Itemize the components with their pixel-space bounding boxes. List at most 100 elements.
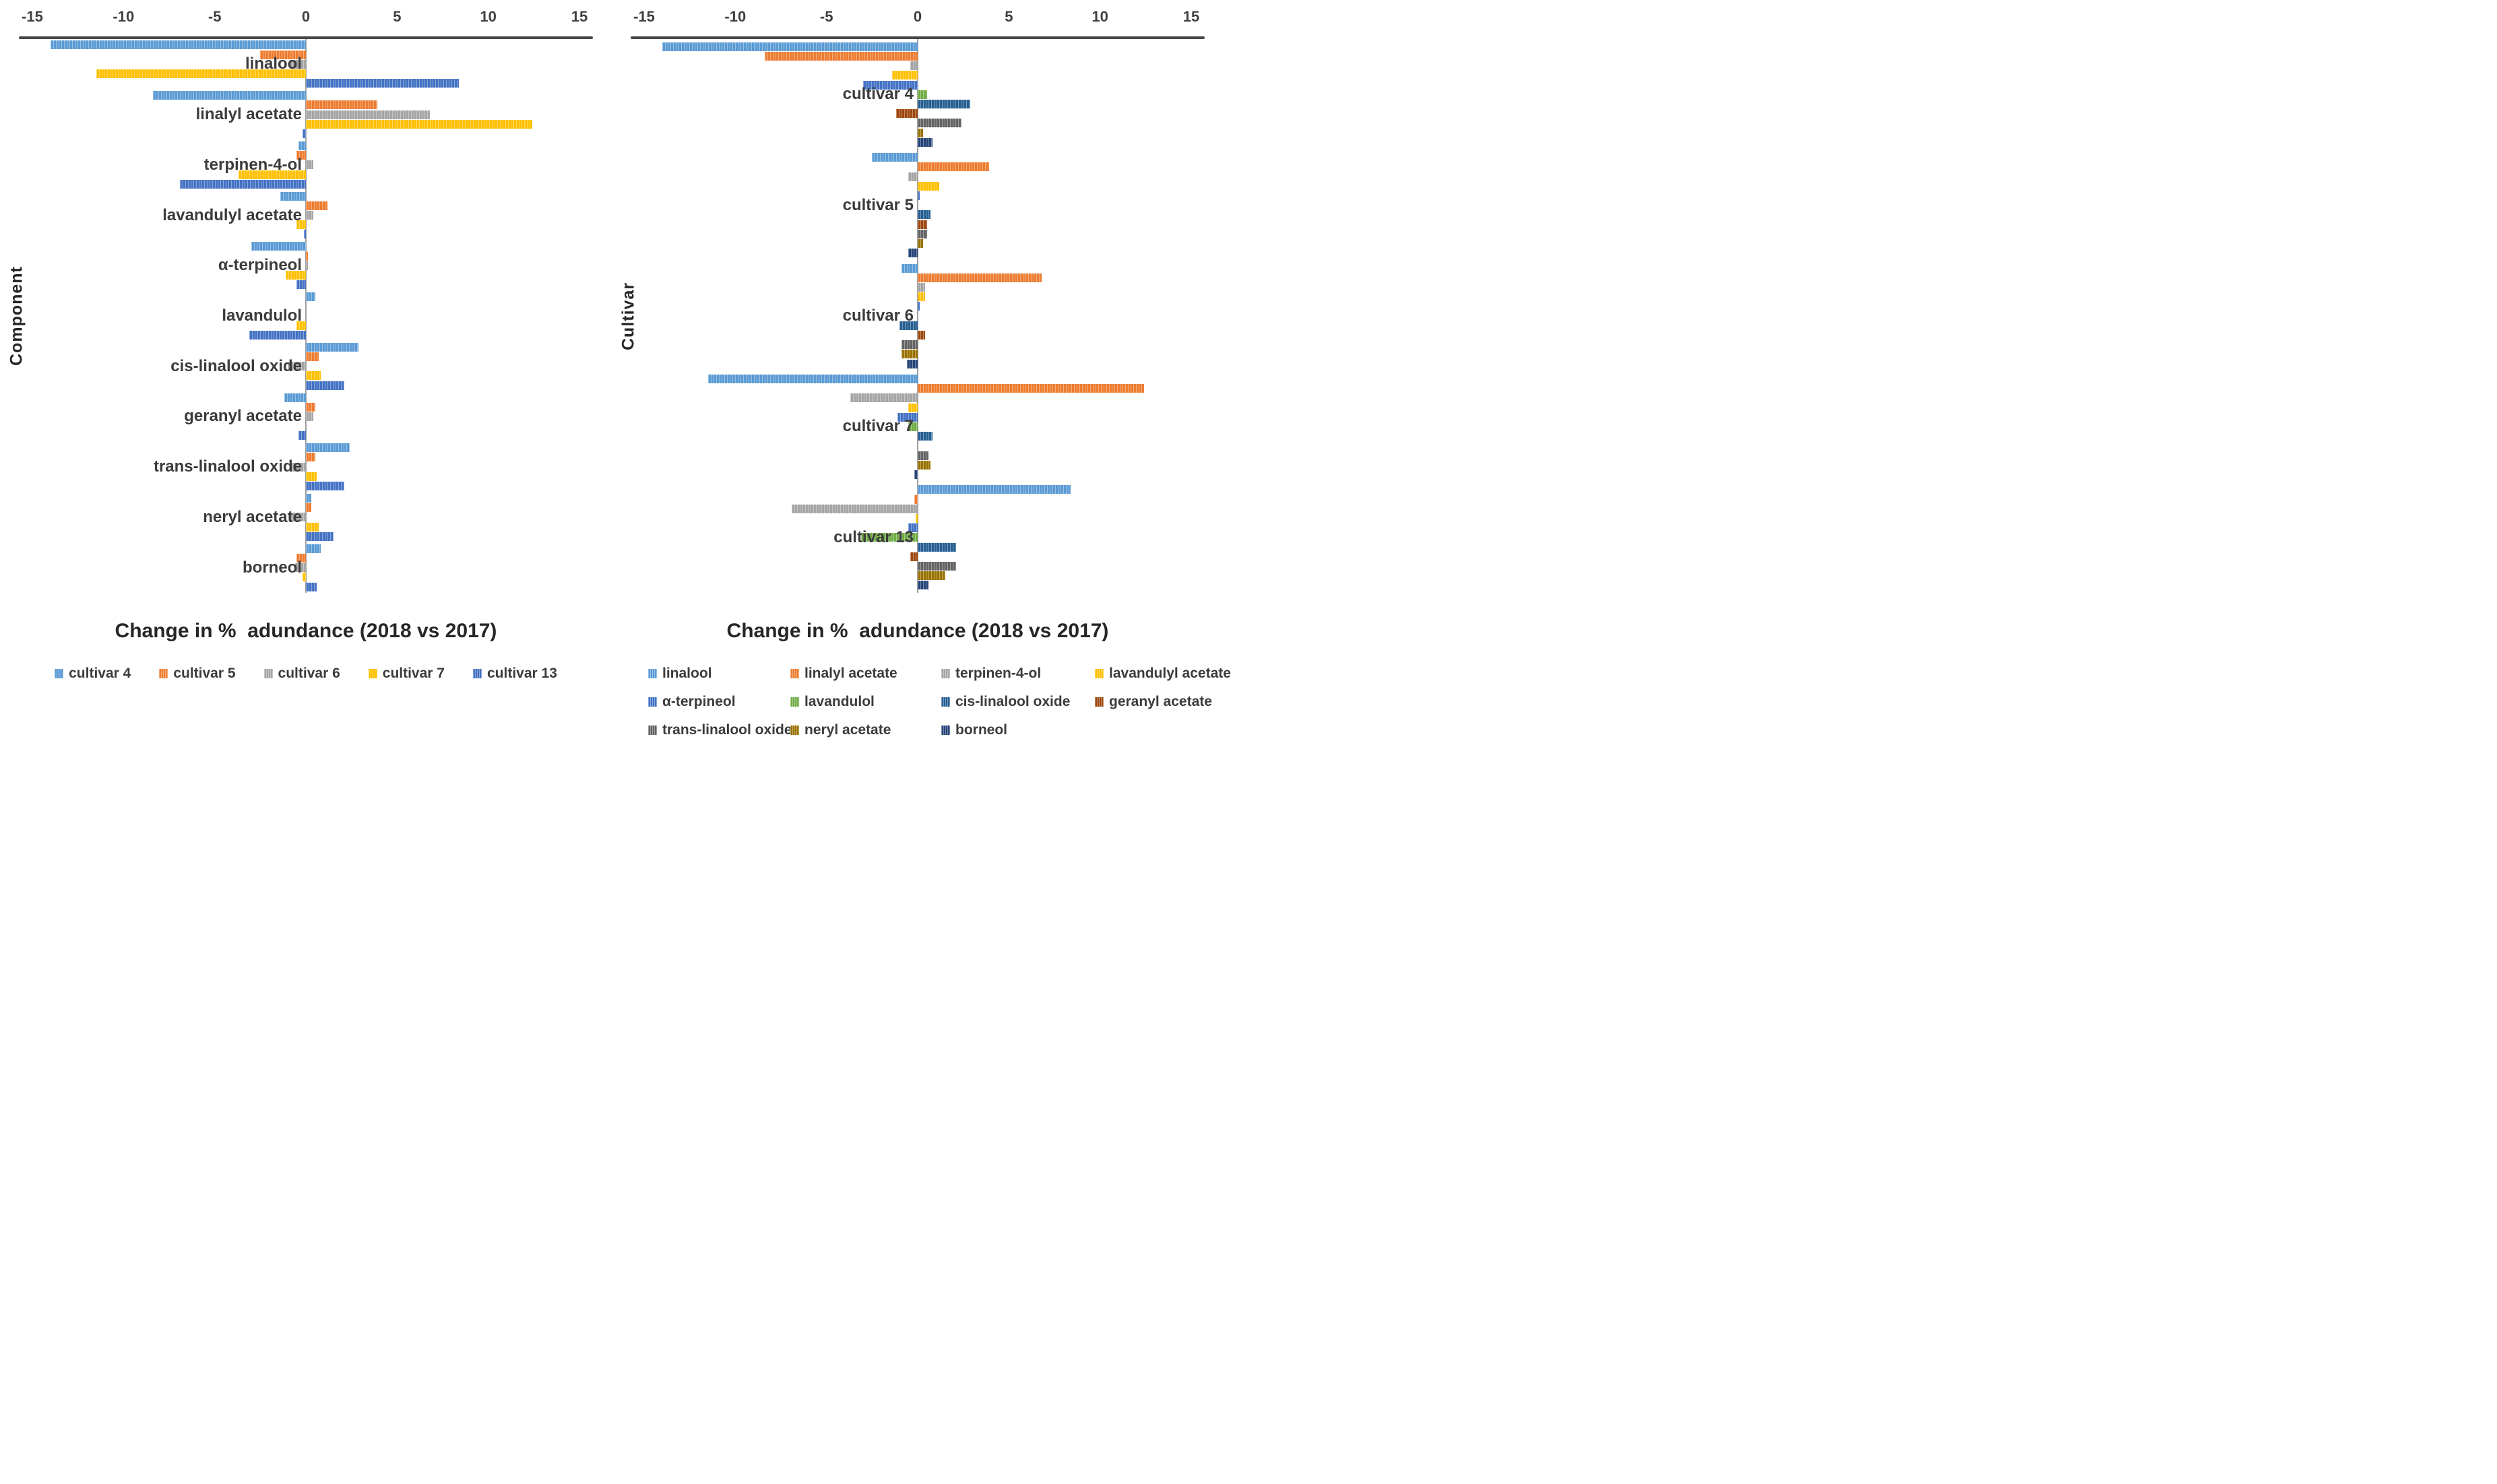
- figure: Component -15 -10 -5 0 5 10 15 linalool linalyl…: [0, 0, 1248, 746]
- bar: [306, 402, 315, 412]
- legend-item: cultivar 6: [263, 666, 340, 682]
- legend-label: lavandulol: [804, 694, 875, 709]
- legend-item: trans-linalool oxide: [648, 722, 792, 738]
- x-axis-ticks: -15 -10 -5 0 5 10 15: [633, 8, 1199, 28]
- x-tick-label: 10: [1092, 8, 1108, 25]
- bar: [914, 494, 918, 504]
- category-label: cultivar 7: [842, 417, 914, 436]
- bar: [296, 321, 306, 330]
- bar: [918, 137, 933, 147]
- legend: linalool linalyl acetate terpinen-4-ol lava…: [648, 666, 1231, 738]
- bar: [306, 582, 317, 591]
- bar: [280, 191, 306, 201]
- bar: [284, 393, 306, 402]
- bar: [914, 470, 918, 479]
- bar: [306, 79, 460, 88]
- x-tick-label: 5: [1005, 8, 1013, 25]
- bar: [918, 302, 920, 311]
- bar: [862, 80, 918, 90]
- bar: [918, 181, 940, 191]
- bar: [306, 352, 319, 362]
- category-label: linalyl acetate: [195, 105, 302, 124]
- legend-label: trans-linalool oxide: [662, 722, 792, 738]
- legend-swatch: [1095, 697, 1104, 707]
- legend-item: α-terpineol: [648, 694, 786, 710]
- legend-swatch: [941, 669, 950, 678]
- x-tick-label: -10: [724, 8, 747, 25]
- bar: [287, 362, 306, 371]
- bar: [918, 191, 920, 200]
- chart-components: Component -15 -10 -5 0 5 10 15 linalool linalyl…: [4, 8, 598, 738]
- bar: [918, 220, 927, 229]
- legend-item: terpinen-4-ol: [941, 666, 1091, 682]
- bar: [901, 340, 918, 350]
- bar: [918, 432, 933, 441]
- legend-item: neryl acetate: [790, 722, 937, 738]
- bar: [850, 393, 918, 403]
- legend-swatch: [472, 669, 482, 678]
- bar: [286, 270, 306, 280]
- bar: [298, 141, 306, 150]
- bar: [908, 172, 918, 181]
- category-label: geranyl acetate: [184, 407, 302, 426]
- bar: [306, 531, 334, 541]
- bar: [918, 571, 945, 581]
- bar: [306, 503, 312, 513]
- bar: [306, 292, 315, 302]
- bar: [289, 513, 306, 522]
- category-label: cultivar 5: [842, 195, 914, 214]
- legend-item: linalyl acetate: [790, 666, 937, 682]
- bar: [897, 412, 918, 422]
- y-axis-title: Component: [7, 266, 26, 366]
- bar: [707, 374, 918, 383]
- x-tick-label: -5: [208, 8, 222, 25]
- legend-swatch: [55, 669, 64, 678]
- bar: [251, 242, 306, 251]
- legend-swatch: [159, 669, 168, 678]
- legend-item: borneol: [941, 722, 1091, 738]
- bar: [908, 523, 918, 533]
- bar: [296, 151, 306, 160]
- category-label: borneol: [243, 558, 302, 577]
- legend-label: terpinen-4-ol: [955, 666, 1042, 681]
- category-label: neryl acetate: [203, 507, 302, 526]
- category-label: lavandulyl acetate: [162, 205, 302, 224]
- x-axis-caption: Change in % adundance (2018 vs 2017): [726, 620, 1109, 642]
- category-label: cultivar 4: [842, 85, 914, 104]
- category-label: lavandulol: [222, 307, 302, 325]
- bar: [306, 443, 350, 453]
- x-axis-ticks: -15 -10 -5 0 5 10 15: [22, 8, 588, 28]
- bar: [918, 542, 956, 552]
- legend-item: cultivar 13: [472, 666, 557, 682]
- bar: [918, 273, 1042, 282]
- bar: [298, 431, 306, 441]
- bar: [306, 201, 328, 210]
- bar: [906, 359, 918, 368]
- bar: [306, 494, 312, 503]
- bar: [910, 552, 918, 561]
- x-axis-line: [19, 36, 593, 39]
- legend: cultivar 4 cultivar 5 cultivar 6 cultivar 7…: [32, 666, 579, 682]
- bar: [289, 59, 306, 69]
- bar: [306, 482, 344, 491]
- bar: [302, 129, 306, 138]
- bar: [304, 230, 306, 239]
- legend-item: cis-linalool oxide: [941, 694, 1091, 710]
- legend-label: cultivar 6: [278, 666, 340, 681]
- x-tick-label: -15: [22, 8, 43, 25]
- legend-swatch: [648, 697, 657, 707]
- legend-item: cultivar 5: [159, 666, 236, 682]
- legend-item: lavandulyl acetate: [1095, 666, 1231, 682]
- x-axis-caption: Change in % adundance (2018 vs 2017): [115, 620, 497, 642]
- legend-label: cultivar 13: [486, 666, 557, 681]
- category-label: cis-linalool oxide: [170, 356, 302, 375]
- bar: [306, 371, 321, 381]
- bar: [918, 99, 971, 108]
- legend-swatch: [648, 725, 657, 735]
- bar: [916, 513, 918, 523]
- x-tick-label: 15: [571, 8, 588, 25]
- bar: [306, 211, 313, 220]
- bar: [908, 422, 918, 431]
- bar: [908, 403, 918, 412]
- bar: [861, 533, 918, 542]
